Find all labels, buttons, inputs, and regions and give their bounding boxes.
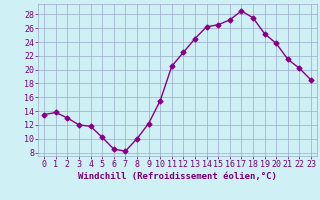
X-axis label: Windchill (Refroidissement éolien,°C): Windchill (Refroidissement éolien,°C)	[78, 172, 277, 181]
